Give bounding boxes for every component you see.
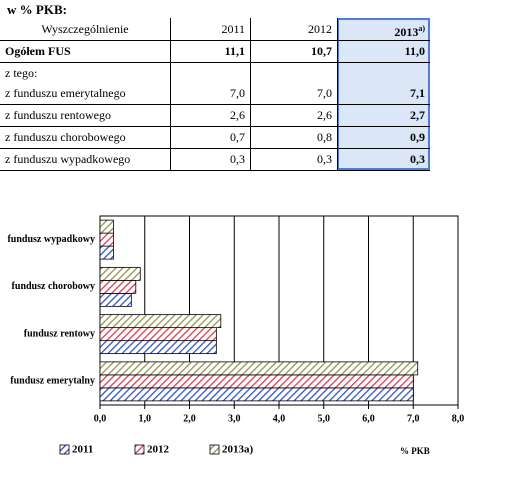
column-header: 2011 [221, 22, 245, 36]
bar [99, 314, 222, 329]
legend-label: 2012 [147, 444, 170, 456]
x-tick-label: 1,0 [139, 413, 152, 424]
bar [99, 387, 414, 402]
rule [0, 170, 430, 171]
column-header: 2012 [308, 22, 332, 36]
bar [99, 219, 114, 234]
x-tick-label: 7,0 [407, 413, 420, 424]
column-header: 2013a) [337, 19, 430, 42]
table-value: 10,7 [311, 44, 332, 58]
bar [99, 266, 141, 281]
table-label: z funduszu chorobowego [5, 130, 126, 144]
y-tick-label: fundusz wypadkowy [7, 234, 95, 245]
legend-swatch [134, 444, 145, 455]
x-axis-label: % PKB [400, 446, 430, 456]
rule [170, 18, 171, 170]
bar [99, 245, 114, 260]
header-note: a) [418, 24, 425, 33]
highlight-column [337, 18, 430, 170]
legend-label: 2011 [72, 444, 93, 456]
rule [337, 18, 338, 170]
table-value: 2,6 [317, 108, 332, 122]
bar [99, 340, 217, 355]
x-tick-label: 2,0 [183, 413, 196, 424]
table-value: 11,1 [224, 44, 245, 58]
rule [0, 62, 430, 63]
table-label: z funduszu wypadkowego [5, 152, 131, 166]
rule [0, 40, 430, 41]
x-tick-label: 5,0 [318, 413, 331, 424]
header-text: 2013 [394, 25, 419, 39]
table-value: 0,7 [230, 130, 245, 144]
chart: 0,0 1,0 2,0 3,0 4,0 5,0 6,0 7,0 8,0 fundusz wypad… [7, 215, 465, 456]
legend-swatch [59, 444, 70, 455]
table-value: 7,1 [410, 86, 425, 100]
bar [99, 327, 217, 342]
y-tick-label: fundusz rentowy [24, 328, 95, 339]
table-value: 0,3 [317, 152, 332, 166]
x-tick-label: 6,0 [362, 413, 375, 424]
column-header: Wyszczególnienie [41, 22, 129, 36]
bar [99, 292, 132, 307]
table-label: Ogółem FUS [5, 44, 71, 58]
x-tick-label: 0,0 [94, 413, 107, 424]
legend-label: 2013a) [222, 444, 254, 456]
table-label: z funduszu rentowego [5, 108, 111, 122]
bar [99, 361, 419, 376]
y-tick-label: fundusz chorobowy [12, 281, 95, 292]
x-tick-label: 3,0 [228, 413, 241, 424]
table-label: z tego: [5, 66, 38, 80]
table-label: z funduszu emerytalnego [5, 86, 126, 100]
table-value: 2,6 [230, 108, 245, 122]
bar [99, 232, 114, 247]
x-tick-label: 8,0 [452, 413, 465, 424]
table-value: 11,0 [404, 44, 425, 58]
rule [250, 18, 251, 170]
table-value: 0,3 [230, 152, 245, 166]
table-value: 0,3 [410, 152, 425, 166]
bar [99, 374, 414, 389]
table-value: 2,7 [410, 108, 425, 122]
table-value: 0,9 [410, 130, 425, 144]
table-value: 0,8 [317, 130, 332, 144]
bar [99, 279, 137, 294]
page-title: w % PKB: [7, 2, 67, 17]
table-value: 7,0 [317, 86, 332, 100]
y-tick-label: fundusz emerytalny [10, 376, 95, 387]
x-tick-label: 4,0 [273, 413, 286, 424]
rule [0, 104, 430, 105]
rule [0, 126, 430, 127]
rule [0, 148, 430, 149]
table-value: 7,0 [230, 86, 245, 100]
legend-swatch [209, 444, 220, 455]
